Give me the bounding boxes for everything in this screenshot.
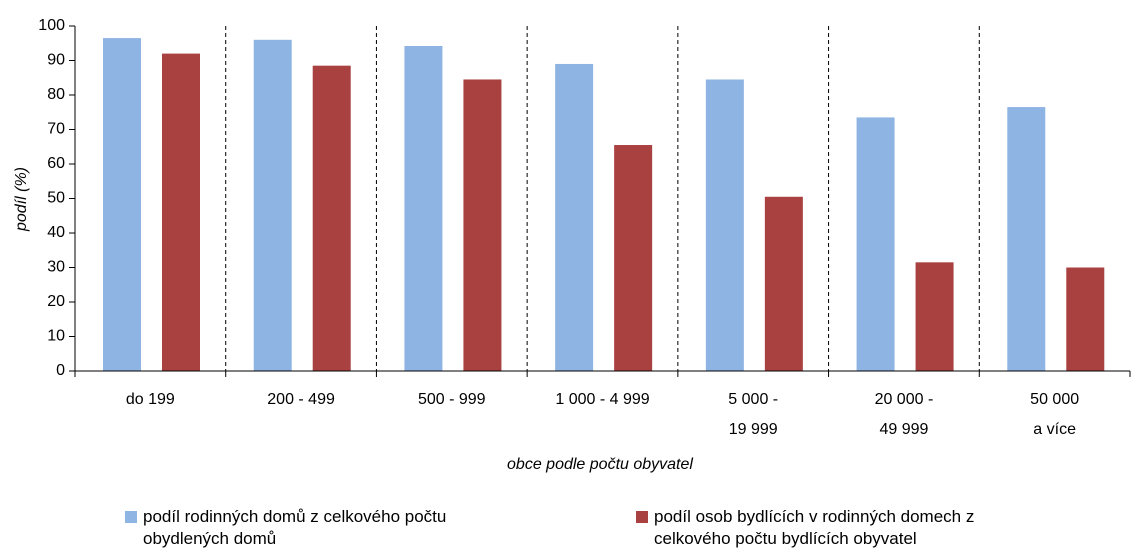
legend-label: podíl rodinných domů z celkového počtu o…	[143, 507, 447, 548]
y-tick-label: 70	[47, 121, 65, 138]
x-tick-label: 1 000 - 4 999	[555, 391, 649, 408]
bar	[915, 262, 954, 371]
y-tick-label: 100	[38, 17, 65, 34]
y-tick-label: 60	[47, 155, 65, 172]
x-axis-title: obce podle počtu obyvatel	[507, 456, 693, 473]
bar	[312, 65, 351, 372]
bar	[404, 46, 443, 371]
x-tick-label: 20 000 -	[875, 391, 934, 408]
x-tick-label: 19 999	[729, 421, 778, 438]
legend-item: podíl osob bydlících v rodinných domech …	[636, 506, 1014, 550]
bar	[555, 63, 594, 371]
legend-item: podíl rodinných domů z celkového počtu o…	[125, 506, 503, 550]
x-tick-label: 200 - 499	[267, 391, 335, 408]
y-tick-label: 0	[56, 362, 65, 379]
y-tick-label: 80	[47, 86, 65, 103]
x-tick-label: do 199	[126, 391, 175, 408]
y-tick-label: 40	[47, 224, 65, 241]
x-tick-label: 50 000	[1030, 391, 1079, 408]
bar	[463, 79, 502, 371]
bar	[856, 117, 895, 371]
x-tick-label: 49 999	[879, 421, 928, 438]
y-tick-label: 30	[47, 259, 65, 276]
bar	[614, 145, 653, 371]
y-tick-label: 50	[47, 190, 65, 207]
bar	[705, 79, 744, 371]
bar	[103, 38, 141, 371]
bar	[1007, 107, 1046, 371]
bar	[764, 196, 803, 371]
bar	[253, 39, 292, 372]
chart: obce podle počtu obyvatel podíl (%) 0 10 2…	[13, 17, 1131, 473]
x-tick-label: 500 - 999	[418, 391, 486, 408]
y-tick-label: 90	[47, 52, 65, 69]
x-tick-label: a více	[1033, 421, 1076, 438]
bar	[162, 53, 200, 371]
y-tick-label: 10	[47, 328, 65, 345]
y-tick-label: 20	[47, 293, 65, 310]
y-axis-title: podíl (%)	[13, 167, 30, 232]
legend-label: podíl osob bydlících v rodinných domech …	[654, 507, 975, 548]
x-tick-label: 5 000 -	[728, 391, 778, 408]
bar	[1066, 267, 1105, 371]
legend-swatch	[636, 511, 648, 523]
legend-swatch	[125, 511, 137, 523]
